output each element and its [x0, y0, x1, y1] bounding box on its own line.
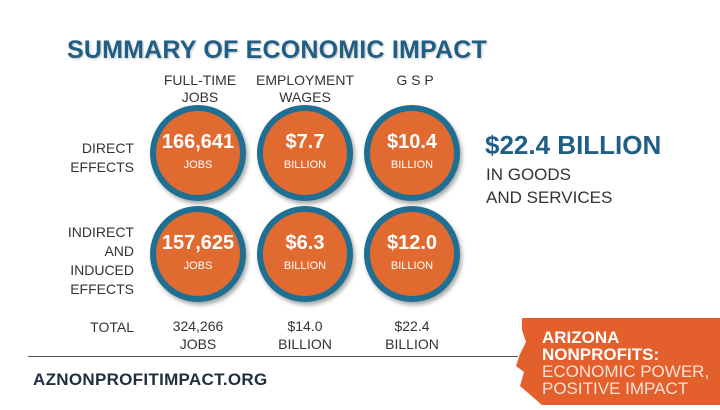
row-label-line: AND	[104, 243, 134, 259]
direct-jobs-circle: 166,641 JOBS	[150, 105, 246, 201]
total-value: $14.0	[287, 318, 323, 334]
total-value: $22.4	[394, 318, 430, 334]
column-header-jobs: FULL-TIME JOBS	[150, 72, 250, 106]
logo-line: ARIZONA	[542, 328, 620, 347]
column-header-line: JOBS	[181, 89, 219, 105]
summary-line: IN GOODS	[486, 165, 572, 184]
column-header-wages: EMPLOYMENT WAGES	[245, 72, 365, 106]
row-label-line: INDUCED	[70, 262, 134, 278]
total-value: 324,266	[172, 318, 224, 334]
row-label-line: DIRECT	[81, 140, 134, 156]
total-gsp: $22.4 BILLION	[362, 317, 462, 353]
circle-value: $6.3	[285, 232, 325, 254]
row-label-line: INDIRECT	[67, 224, 134, 240]
total-jobs: 324,266 JOBS	[148, 317, 248, 353]
total-unit: JOBS	[179, 336, 217, 352]
logo-line: ECONOMIC POWER,	[542, 362, 710, 381]
page-title: SUMMARY OF ECONOMIC IMPACT	[67, 36, 488, 64]
direct-gsp-circle: $10.4 BILLION	[364, 105, 460, 201]
row-label-line: EFFECTS	[70, 281, 134, 297]
row-label-line: EFFECTS	[70, 159, 134, 175]
arizona-map-icon	[516, 318, 720, 405]
circle-unit: BILLION	[390, 159, 434, 171]
column-header-line: FULL-TIME	[163, 72, 237, 88]
circle-unit: BILLION	[283, 260, 327, 272]
direct-wages-circle: $7.7 BILLION	[257, 105, 353, 201]
total-unit: BILLION	[278, 336, 332, 352]
arizona-nonprofits-logo: ARIZONA NONPROFITS: ECONOMIC POWER, POSI…	[512, 314, 720, 405]
column-header-line: WAGES	[279, 89, 331, 105]
circle-unit: JOBS	[183, 159, 213, 171]
circle-value: $10.4	[386, 131, 438, 153]
circle-value: 166,641	[161, 131, 235, 153]
circle-unit: JOBS	[183, 260, 213, 272]
logo-line: POSITIVE IMPACT	[542, 379, 689, 398]
circle-value: $12.0	[386, 232, 438, 254]
circle-unit: BILLION	[390, 260, 434, 272]
column-header-line: G S P	[396, 72, 434, 88]
indirect-gsp-circle: $12.0 BILLION	[364, 206, 460, 302]
row-label-indirect: INDIRECT AND INDUCED EFFECTS	[24, 223, 134, 299]
total-unit: BILLION	[385, 336, 439, 352]
total-wages: $14.0 BILLION	[255, 317, 355, 353]
circle-value: 157,625	[161, 232, 235, 254]
column-header-gsp: G S P	[370, 72, 460, 89]
row-label-total: TOTAL	[90, 319, 134, 335]
logo-line: NONPROFITS:	[542, 345, 660, 364]
row-label-direct: DIRECT EFFECTS	[24, 139, 134, 177]
circle-value: $7.7	[285, 131, 325, 153]
circle-unit: BILLION	[283, 159, 327, 171]
indirect-jobs-circle: 157,625 JOBS	[150, 206, 246, 302]
summary-headline: $22.4 BILLION	[485, 130, 662, 160]
column-header-line: EMPLOYMENT	[255, 72, 354, 88]
summary-line: AND SERVICES	[486, 188, 613, 207]
summary-subtext: IN GOODS AND SERVICES	[486, 163, 612, 209]
indirect-wages-circle: $6.3 BILLION	[257, 206, 353, 302]
footer-url[interactable]: AZNONPROFITIMPACT.ORG	[33, 370, 268, 389]
divider-line	[28, 356, 518, 357]
